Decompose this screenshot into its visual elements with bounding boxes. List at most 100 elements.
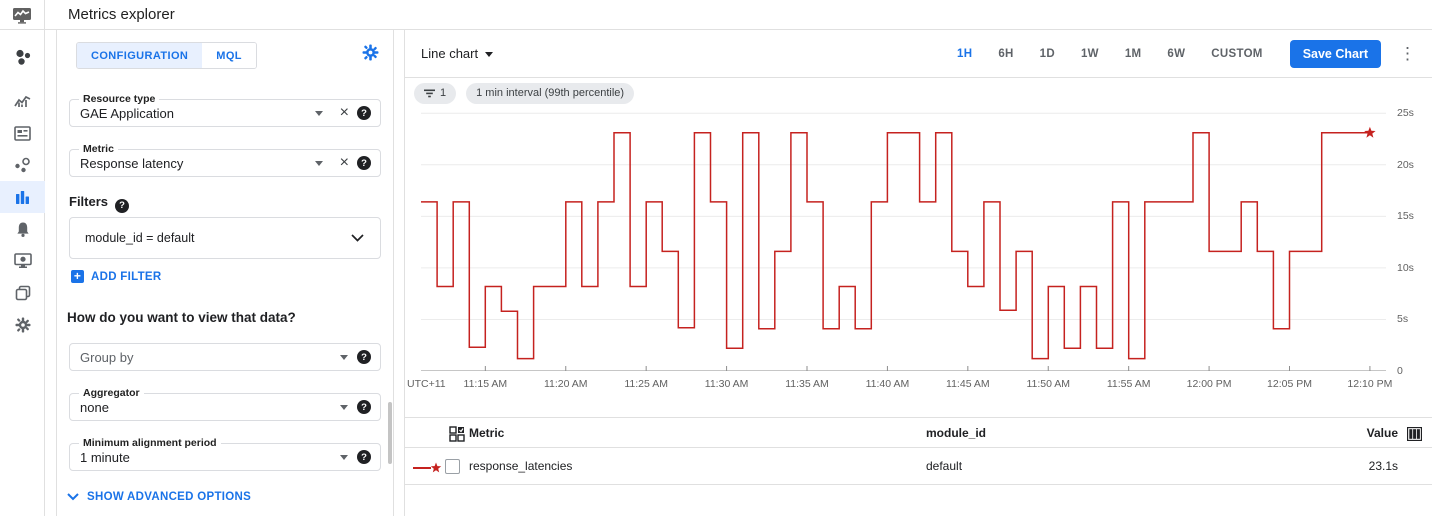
tab-mql[interactable]: MQL (202, 43, 256, 68)
show-advanced-options-button[interactable]: SHOW ADVANCED OPTIONS (67, 491, 251, 503)
select-metrics-icon[interactable] (449, 426, 465, 442)
time-range-1m[interactable]: 1M (1124, 47, 1142, 60)
min-alignment-field[interactable]: Minimum alignment period 1 minute ? (69, 437, 381, 471)
time-range-1h[interactable]: 1H (957, 47, 973, 60)
chips-row: 1 1 min interval (99th percentile) (414, 80, 635, 106)
row-module-id: default (926, 459, 963, 473)
help-icon[interactable]: ? (357, 156, 371, 170)
save-chart-button[interactable]: Save Chart (1289, 39, 1381, 68)
nav-scorecards-icon[interactable] (0, 117, 45, 149)
add-box-icon: + (71, 270, 84, 283)
timezone-label: UTC+11 (407, 378, 446, 390)
chart-svg (421, 112, 1386, 372)
x-axis-label: 11:50 AM (1026, 378, 1071, 390)
configuration-panel: CONFIGURATION MQL Resource type GAE Appl… (56, 30, 394, 516)
nav-dashboards-icon[interactable] (0, 85, 45, 117)
column-settings-icon[interactable] (1407, 427, 1422, 441)
row-value: 23.1s (1368, 459, 1398, 473)
config-gear-icon[interactable] (362, 44, 379, 66)
time-range-buttons: 1H 6H 1D 1W 1M 6W CUSTOM (944, 42, 1276, 66)
nav-services-icon[interactable] (0, 149, 45, 181)
help-icon[interactable]: ? (357, 106, 371, 120)
dropdown-caret-icon[interactable] (314, 160, 323, 166)
help-icon[interactable]: ? (357, 400, 371, 414)
filter-count-chip[interactable]: 1 (414, 82, 457, 104)
time-range-1d[interactable]: 1D (1039, 47, 1055, 60)
nav-uptime-checks-icon[interactable] (0, 245, 45, 277)
column-header-value[interactable]: Value (1366, 425, 1398, 440)
resource-type-value: GAE Application (80, 105, 174, 121)
y-axis-label: 15s (1397, 210, 1414, 223)
group-by-placeholder: Group by (80, 349, 134, 365)
left-nav (0, 30, 45, 516)
dropdown-caret-icon[interactable] (340, 454, 348, 460)
filter-count: 1 (440, 87, 447, 99)
table-row[interactable]: response_latencies default 23.1s (405, 448, 1432, 485)
filter-expression: module_id = default (85, 231, 195, 245)
clear-icon[interactable]: × (339, 154, 349, 171)
x-axis-label: 11:45 AM (946, 378, 990, 390)
chevron-down-icon (67, 493, 79, 501)
filter-list-icon (424, 89, 435, 97)
line-chart[interactable]: UTC+11 11:15 AM 11:20 AM 11:25 AM 11:30 AM 1… (407, 105, 1414, 390)
more-options-icon[interactable]: ⋮ (1399, 43, 1416, 63)
series-line (421, 132, 1370, 360)
x-axis-label: 11:55 AM (1106, 378, 1151, 390)
chart-header: Line chart 1H 6H 1D 1W 1M 6W CUSTOM Save Chart… (405, 30, 1432, 78)
row-checkbox[interactable] (445, 458, 460, 474)
time-range-6h[interactable]: 6H (998, 47, 1014, 60)
column-header-metric[interactable]: Metric (469, 425, 505, 440)
nav-overview-icon[interactable] (0, 41, 45, 73)
metric-field[interactable]: Metric Response latency × ? (69, 143, 381, 177)
clear-icon[interactable]: × (339, 104, 349, 121)
column-header-module-id[interactable]: module_id (926, 425, 987, 440)
nav-metrics-explorer-icon[interactable] (0, 181, 45, 213)
interval-chip[interactable]: 1 min interval (99th percentile) (466, 82, 635, 104)
metric-label: Metric (79, 143, 118, 155)
config-scrollbar[interactable] (388, 402, 392, 464)
chart-type-label: Line chart (421, 46, 479, 61)
metric-value: Response latency (80, 155, 184, 171)
resource-type-field[interactable]: Resource type GAE Application × ? (69, 93, 381, 127)
chevron-down-icon (351, 234, 364, 242)
legend-table: Metric module_id Value response_latencie… (405, 417, 1432, 485)
group-by-field[interactable]: Group by ? (69, 343, 381, 371)
filter-row[interactable]: module_id = default (69, 217, 381, 259)
help-icon[interactable]: ? (357, 450, 371, 464)
x-axis-label: 11:40 AM (865, 378, 910, 390)
config-tab-group: CONFIGURATION MQL (76, 42, 257, 69)
page-title: Metrics explorer (68, 6, 175, 23)
aggregator-field[interactable]: Aggregator none ? (69, 387, 381, 421)
x-axis-label: 11:35 AM (785, 378, 829, 390)
x-axis-label: 11:25 AM (624, 378, 668, 390)
interval-label: 1 min interval (99th percentile) (476, 87, 625, 99)
aggregator-value: none (80, 399, 109, 415)
dropdown-caret-icon[interactable] (340, 354, 348, 360)
y-axis-label: 20s (1397, 158, 1414, 171)
nav-settings-icon[interactable] (0, 309, 45, 341)
y-axis-label: 5s (1397, 313, 1409, 326)
min-alignment-label: Minimum alignment period (79, 437, 221, 449)
nav-groups-icon[interactable] (0, 277, 45, 309)
add-filter-label: ADD FILTER (91, 270, 162, 283)
time-range-custom[interactable]: CUSTOM (1211, 47, 1263, 60)
min-alignment-value: 1 minute (80, 449, 130, 465)
dropdown-caret-icon[interactable] (340, 404, 348, 410)
help-icon[interactable]: ? (115, 198, 130, 213)
y-axis-label: 25s (1397, 107, 1414, 120)
dropdown-caret-icon[interactable] (314, 110, 323, 116)
resource-type-label: Resource type (79, 93, 160, 105)
help-icon[interactable]: ? (357, 350, 371, 364)
tab-configuration[interactable]: CONFIGURATION (77, 43, 203, 68)
y-axis-label: 0 (1397, 365, 1403, 377)
table-header-row: Metric module_id Value (405, 417, 1432, 448)
monitoring-product-icon[interactable] (0, 0, 45, 30)
top-bar: Metrics explorer (0, 0, 1432, 30)
add-filter-button[interactable]: + ADD FILTER (71, 270, 162, 283)
chart-type-dropdown[interactable]: Line chart (421, 46, 494, 61)
time-range-1w[interactable]: 1W (1080, 47, 1099, 60)
time-range-toolbar: 1H 6H 1D 1W 1M 6W CUSTOM Save Chart ⋮ (944, 39, 1432, 68)
time-range-6w[interactable]: 6W (1167, 47, 1186, 60)
show-advanced-label: SHOW ADVANCED OPTIONS (87, 491, 252, 503)
nav-alerting-icon[interactable] (0, 213, 45, 245)
